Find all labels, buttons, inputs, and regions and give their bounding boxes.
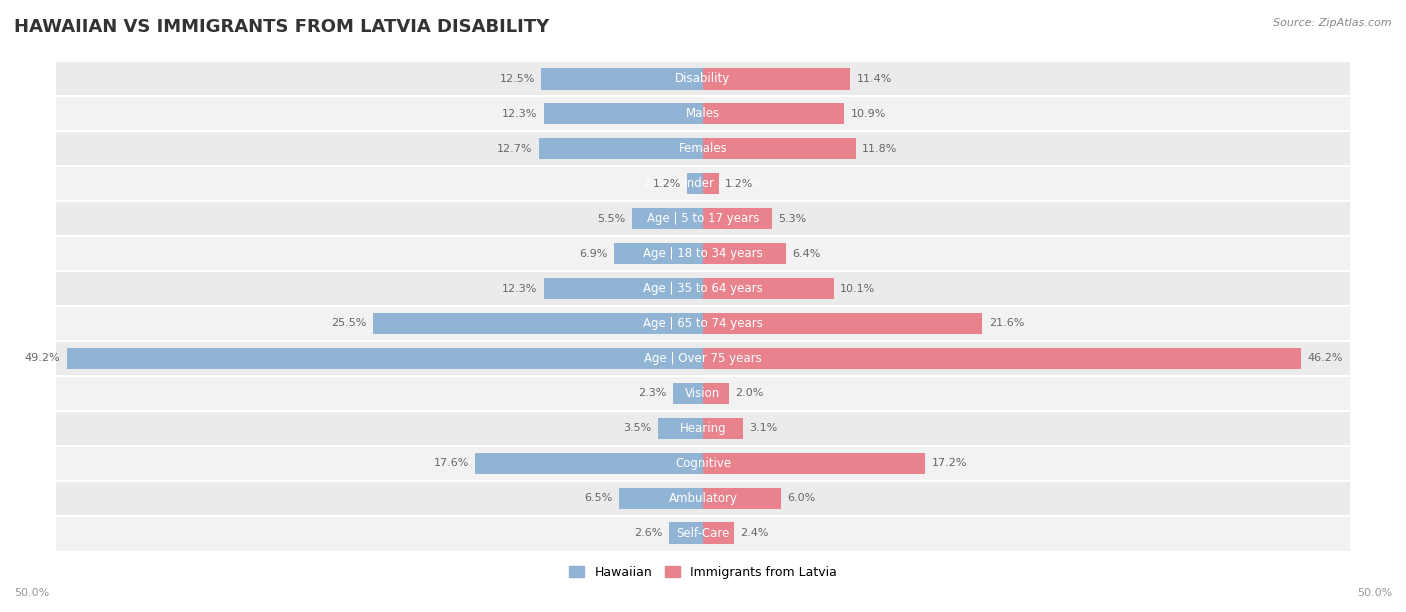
Text: Age | 65 to 74 years: Age | 65 to 74 years [643,317,763,330]
Text: Age | Over 75 years: Age | Over 75 years [644,352,762,365]
Bar [56,201,1350,236]
Text: Males: Males [686,107,720,120]
Text: 25.5%: 25.5% [332,318,367,329]
Bar [703,243,786,264]
Text: 17.2%: 17.2% [932,458,967,468]
Bar [475,452,703,474]
Bar [614,243,703,264]
Text: Females: Females [679,142,727,155]
Text: 1.2%: 1.2% [652,179,681,188]
Text: 3.5%: 3.5% [623,424,651,433]
Text: 6.9%: 6.9% [579,248,607,258]
Bar [56,271,1350,306]
Bar [56,166,1350,201]
Text: 12.7%: 12.7% [496,144,533,154]
Text: 6.4%: 6.4% [792,248,821,258]
Bar [688,173,703,195]
Text: 11.4%: 11.4% [856,73,893,84]
Bar [703,417,744,439]
Text: 11.8%: 11.8% [862,144,897,154]
Bar [703,488,780,509]
Text: 2.3%: 2.3% [638,389,666,398]
Legend: Hawaiian, Immigrants from Latvia: Hawaiian, Immigrants from Latvia [564,561,842,584]
Bar [56,61,1350,96]
Text: Hearing: Hearing [679,422,727,435]
Bar [56,96,1350,131]
Bar [56,306,1350,341]
Bar [703,348,1301,369]
Bar [56,236,1350,271]
Text: 6.0%: 6.0% [787,493,815,503]
Bar [56,446,1350,481]
Bar [703,173,718,195]
Text: Self-Care: Self-Care [676,527,730,540]
Text: Age | 18 to 34 years: Age | 18 to 34 years [643,247,763,260]
Text: 12.5%: 12.5% [499,73,534,84]
Text: 10.9%: 10.9% [851,109,886,119]
Text: 50.0%: 50.0% [1357,588,1392,597]
Text: Ambulatory: Ambulatory [668,492,738,505]
Text: 1.2%: 1.2% [725,179,754,188]
Text: 10.1%: 10.1% [841,283,876,294]
Bar [541,68,703,89]
Text: 3.1%: 3.1% [749,424,778,433]
Bar [56,481,1350,516]
Text: 12.3%: 12.3% [502,109,537,119]
Text: Age | 5 to 17 years: Age | 5 to 17 years [647,212,759,225]
Text: Age | Under 5 years: Age | Under 5 years [644,177,762,190]
Bar [703,207,772,230]
Text: 2.6%: 2.6% [634,528,662,539]
Bar [56,376,1350,411]
Text: 5.5%: 5.5% [598,214,626,223]
Text: 50.0%: 50.0% [14,588,49,597]
Text: 2.0%: 2.0% [735,389,763,398]
Bar [703,138,856,160]
Bar [56,516,1350,551]
Bar [373,313,703,334]
Text: 2.4%: 2.4% [741,528,769,539]
Bar [544,103,703,124]
Bar [703,68,851,89]
Bar [544,278,703,299]
Text: Source: ZipAtlas.com: Source: ZipAtlas.com [1274,18,1392,28]
Bar [703,382,728,405]
Bar [703,313,983,334]
Text: 17.6%: 17.6% [433,458,468,468]
Bar [673,382,703,405]
Text: Cognitive: Cognitive [675,457,731,470]
Text: Age | 35 to 64 years: Age | 35 to 64 years [643,282,763,295]
Bar [631,207,703,230]
Bar [703,452,925,474]
Text: 49.2%: 49.2% [24,354,60,364]
Bar [56,411,1350,446]
Text: Vision: Vision [685,387,721,400]
Bar [658,417,703,439]
Text: HAWAIIAN VS IMMIGRANTS FROM LATVIA DISABILITY: HAWAIIAN VS IMMIGRANTS FROM LATVIA DISAB… [14,18,550,36]
Bar [703,103,844,124]
Bar [538,138,703,160]
Bar [703,523,734,544]
Text: Disability: Disability [675,72,731,85]
Bar [66,348,703,369]
Bar [56,341,1350,376]
Bar [669,523,703,544]
Bar [56,131,1350,166]
Text: 12.3%: 12.3% [502,283,537,294]
Text: 46.2%: 46.2% [1308,354,1343,364]
Bar [619,488,703,509]
Text: 21.6%: 21.6% [988,318,1024,329]
Text: 5.3%: 5.3% [778,214,806,223]
Bar [703,278,834,299]
Text: 6.5%: 6.5% [585,493,613,503]
